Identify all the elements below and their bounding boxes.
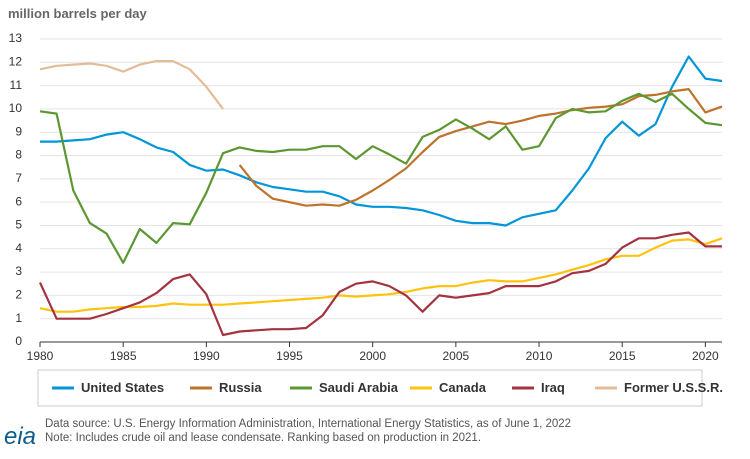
legend-label: Iraq [541,380,565,395]
y-tick-label: 0 [15,334,22,348]
legend-label: Former U.S.S.R. [624,380,723,395]
x-tick-label: 2000 [359,349,386,363]
y-tick-label: 5 [15,218,22,232]
x-tick-label: 2020 [692,349,719,363]
x-tick-label: 1995 [276,349,303,363]
legend-label: Russia [219,380,262,395]
logo: eia [4,423,36,450]
y-axis-label: million barrels per day [8,6,147,21]
y-tick-label: 13 [9,31,23,45]
x-tick-label: 1985 [110,349,137,363]
y-tick-label: 7 [15,171,22,185]
footnote: Note: Includes crude oil and lease conde… [45,432,481,444]
y-tick-label: 9 [15,124,22,138]
y-tick-label: 1 [15,311,22,325]
y-tick-label: 4 [15,241,22,255]
y-tick-label: 8 [15,148,22,162]
x-tick-label: 1990 [193,349,220,363]
series-line [39,237,723,313]
x-tick-label: 2005 [443,349,470,363]
series-line [39,231,722,337]
y-tick-label: 2 [15,288,22,302]
y-tick-label: 11 [10,78,23,92]
series-line [39,60,224,110]
y-tick-label: 12 [9,54,23,68]
y-tick-label: 3 [15,264,22,278]
x-tick-label: 2015 [609,349,636,363]
legend-label: United States [81,380,164,395]
y-tick-label: 6 [15,194,22,208]
x-tick-label: 2010 [526,349,553,363]
series-line [40,55,723,227]
legend-label: Canada [439,380,487,395]
legend-label: Saudi Arabia [319,380,399,395]
legend-box [37,369,703,407]
y-tick-label: 10 [9,101,23,115]
source-note: Data source: U.S. Energy Information Adm… [45,418,571,430]
series-line [39,92,723,264]
x-tick-label: 1980 [27,349,54,363]
